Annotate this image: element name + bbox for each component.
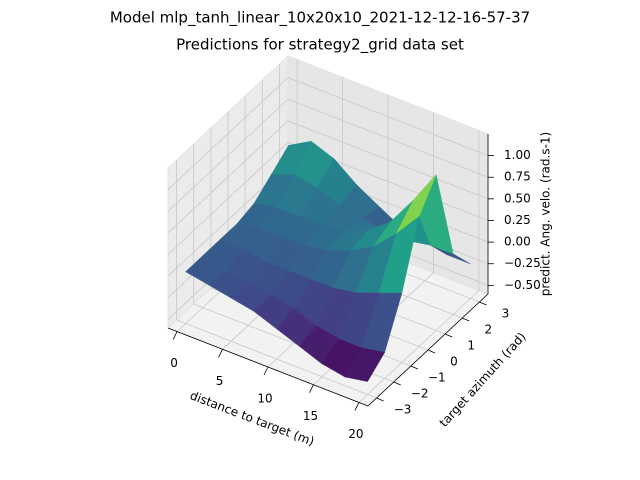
x-tick-label: 0 xyxy=(170,356,178,370)
x-tick-label: 15 xyxy=(303,409,318,423)
grid-line xyxy=(167,98,489,212)
y-tick xyxy=(393,381,401,386)
y-tick-label: −3 xyxy=(394,403,412,417)
y-tick xyxy=(410,365,419,370)
z-tick-label: −0.25 xyxy=(504,256,541,270)
y-tick-label: 2 xyxy=(484,323,492,337)
grid-line xyxy=(167,77,489,190)
grid-line xyxy=(167,120,489,234)
y-tick xyxy=(427,349,436,354)
z-tick-label: 0.25 xyxy=(504,213,531,227)
z-tick-label: 0.00 xyxy=(504,235,531,249)
surface-patch xyxy=(344,347,386,382)
x-tick-label: 20 xyxy=(348,427,363,441)
y-tick xyxy=(376,397,384,402)
y-tick xyxy=(462,317,470,322)
y-tick-label: 1 xyxy=(467,339,475,353)
grid-line xyxy=(176,160,377,399)
axis-line xyxy=(167,327,369,407)
y-tick-label: −2 xyxy=(411,387,429,401)
z-tick-label: −0.50 xyxy=(504,278,541,292)
y-tick-label: 0 xyxy=(450,355,458,369)
x-tick-label: 10 xyxy=(257,392,272,406)
x-tick xyxy=(218,349,223,358)
y-tick xyxy=(444,333,453,338)
y-tick-label: −1 xyxy=(428,371,446,385)
suptitle: Model mlp_tanh_linear_10x20x10_2021-12-1… xyxy=(110,9,530,28)
x-tick xyxy=(309,384,314,393)
axis-line xyxy=(367,293,489,407)
y-tick-label: 3 xyxy=(502,307,510,321)
x-tick xyxy=(354,402,360,411)
z-tick-label: 0.75 xyxy=(504,170,531,184)
chart-title: Predictions for strategy2_grid data set xyxy=(176,36,464,55)
z-tick-label: 1.00 xyxy=(504,148,531,162)
grid-line xyxy=(358,130,480,403)
x-tick-label: 5 xyxy=(216,374,224,388)
z-axis-label: predict. Ang. velo. (rad.s-1) xyxy=(539,132,553,297)
x-tick xyxy=(263,366,269,376)
y-tick xyxy=(479,301,487,306)
z-tick-label: 0.50 xyxy=(504,191,531,205)
x-tick xyxy=(172,331,178,340)
